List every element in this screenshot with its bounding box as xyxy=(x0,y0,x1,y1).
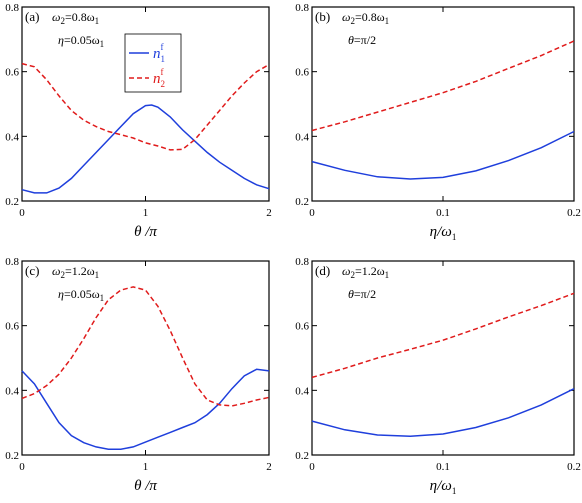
x-tick-label: 1 xyxy=(143,207,149,219)
y-tick-label: 0.4 xyxy=(5,131,19,143)
parameter-annotation: ω2=1.2ω1 xyxy=(52,264,99,280)
x-tick-label: 2 xyxy=(266,461,272,473)
x-tick-label: 0.1 xyxy=(436,461,450,473)
legend-label-n1: nf 1 xyxy=(153,42,165,64)
y-tick-label: 0.4 xyxy=(295,131,309,143)
y-tick-label: 0.2 xyxy=(5,196,19,208)
x-tick-label: 0 xyxy=(19,461,25,473)
y-tick-label: 0.8 xyxy=(5,2,19,14)
parameter-annotation: θ=π/2 xyxy=(348,287,376,301)
panel-3: 0.2 0.4 0.6 0.8 0 0.1 0.2 η/ω1 (d) ω2=1.2ω1 θ=π/2 xyxy=(295,256,581,496)
y-tick-label: 0.6 xyxy=(295,321,309,333)
y-tick-label: 0.2 xyxy=(295,196,309,208)
x-tick-label: 0 xyxy=(309,461,315,473)
x-axis-label: θ /π xyxy=(134,224,157,240)
x-tick-label: 0 xyxy=(19,207,25,219)
series-line-n1 xyxy=(21,368,270,450)
x-tick-label: 0.1 xyxy=(436,207,450,219)
x-tick-label: 0 xyxy=(309,207,315,219)
panel-label: (d) xyxy=(315,263,330,278)
series-line-n2 xyxy=(311,292,575,379)
x-axis-label: η/ω1 xyxy=(430,478,457,496)
y-tick-label: 0.6 xyxy=(295,67,309,79)
parameter-annotation: ω2=1.2ω1 xyxy=(342,264,389,280)
y-tick-label: 0.8 xyxy=(295,256,309,268)
panel-1: 0.2 0.4 0.6 0.8 0 0.1 0.2 η/ω1 (b) ω2=0.8ω1 θ=π/2 xyxy=(295,2,581,242)
x-tick-label: 0.2 xyxy=(567,207,581,219)
panel-2: 0.2 0.4 0.6 0.8 0 1 2 θ /π (c) ω2=1.2ω1 η=0.05ω1 xyxy=(5,256,272,494)
y-tick-label: 0.2 xyxy=(295,450,309,462)
x-tick-label: 0.2 xyxy=(567,461,581,473)
panel-label: (a) xyxy=(25,9,39,24)
y-tick-label: 0.8 xyxy=(295,2,309,14)
series-line-n2 xyxy=(311,40,575,132)
y-tick-label: 0.6 xyxy=(5,67,19,79)
series-line-n1 xyxy=(21,104,270,194)
series-line-n2 xyxy=(21,62,270,151)
parameter-annotation: ω2=0.8ω1 xyxy=(52,10,99,26)
x-tick-label: 2 xyxy=(266,207,272,219)
legend: nf 1nf 2 xyxy=(124,33,182,93)
y-tick-label: 0.2 xyxy=(5,450,19,462)
parameter-annotation: θ=π/2 xyxy=(348,33,376,47)
panel-0: 0.2 0.4 0.6 0.8 0 1 2 θ /π (a) ω2=0.8ω1 η=0.05ω1 nf… xyxy=(5,2,272,240)
legend-box xyxy=(124,33,182,93)
parameter-annotation: η=0.05ω1 xyxy=(58,33,104,49)
x-axis-label: η/ω1 xyxy=(430,224,457,242)
parameter-annotation: η=0.05ω1 xyxy=(58,287,104,303)
parameter-annotation: ω2=0.8ω1 xyxy=(342,10,389,26)
panel-label: (b) xyxy=(315,9,330,24)
y-tick-label: 0.4 xyxy=(5,385,19,397)
y-tick-label: 0.4 xyxy=(295,385,309,397)
panel-label: (c) xyxy=(25,263,39,278)
y-tick-label: 0.8 xyxy=(5,256,19,268)
x-axis-label: θ /π xyxy=(134,478,157,494)
x-tick-label: 1 xyxy=(143,461,149,473)
series-line-n2 xyxy=(21,286,270,407)
series-line-n1 xyxy=(311,130,575,180)
series-line-n1 xyxy=(311,388,575,437)
legend-label-n2: nf 2 xyxy=(153,67,165,89)
y-tick-label: 0.6 xyxy=(5,321,19,333)
